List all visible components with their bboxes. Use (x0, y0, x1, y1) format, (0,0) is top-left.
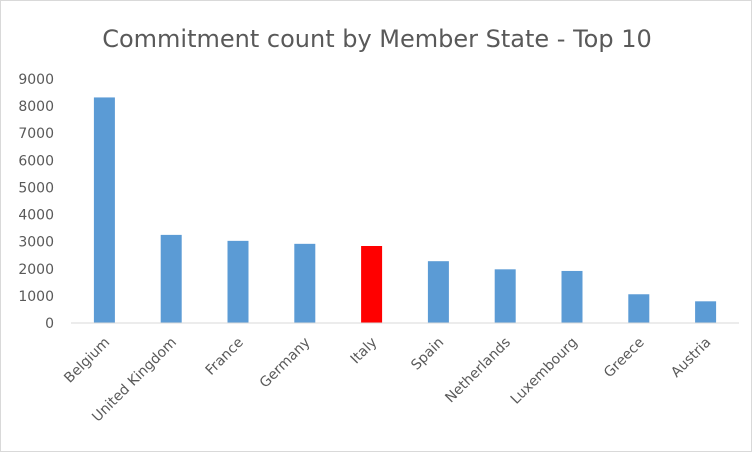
x-category-label: Germany (257, 335, 314, 392)
bar-austria (695, 301, 717, 323)
x-category-label: Belgium (61, 335, 113, 387)
bar-luxembourg (561, 270, 583, 323)
x-category-label: Italy (348, 335, 381, 368)
y-tick-label: 7000 (18, 126, 54, 142)
chart-title: Commitment count by Member State - Top 1… (102, 25, 652, 53)
bar-france (227, 240, 249, 323)
y-tick-label: 9000 (18, 72, 54, 88)
bars (93, 97, 717, 324)
y-axis-ticks: 0 1000 2000 3000 4000 5000 6000 7000 8000 9000 (18, 72, 54, 332)
bar-greece (628, 294, 650, 323)
x-category-label: France (203, 335, 247, 379)
bar-united-kingdom (160, 234, 182, 323)
y-tick-label: 5000 (18, 180, 54, 196)
bar-belgium (93, 97, 115, 324)
bar-germany (294, 243, 316, 323)
bar-spain (427, 261, 449, 323)
bar-italy (361, 246, 383, 323)
y-tick-label: 3000 (18, 235, 54, 251)
y-tick-label: 1000 (18, 289, 54, 305)
bar-netherlands (494, 269, 516, 323)
y-tick-label: 2000 (18, 262, 54, 278)
y-tick-label: 8000 (18, 99, 54, 115)
y-tick-label: 6000 (18, 153, 54, 169)
x-category-label: Luxembourg (508, 335, 581, 408)
x-category-label: Austria (668, 335, 714, 381)
x-category-label: Spain (408, 335, 447, 374)
y-tick-label: 4000 (18, 208, 54, 224)
x-category-label: Netherlands (442, 335, 514, 407)
y-tick-label: 0 (45, 316, 54, 332)
x-category-label: Greece (601, 335, 648, 382)
